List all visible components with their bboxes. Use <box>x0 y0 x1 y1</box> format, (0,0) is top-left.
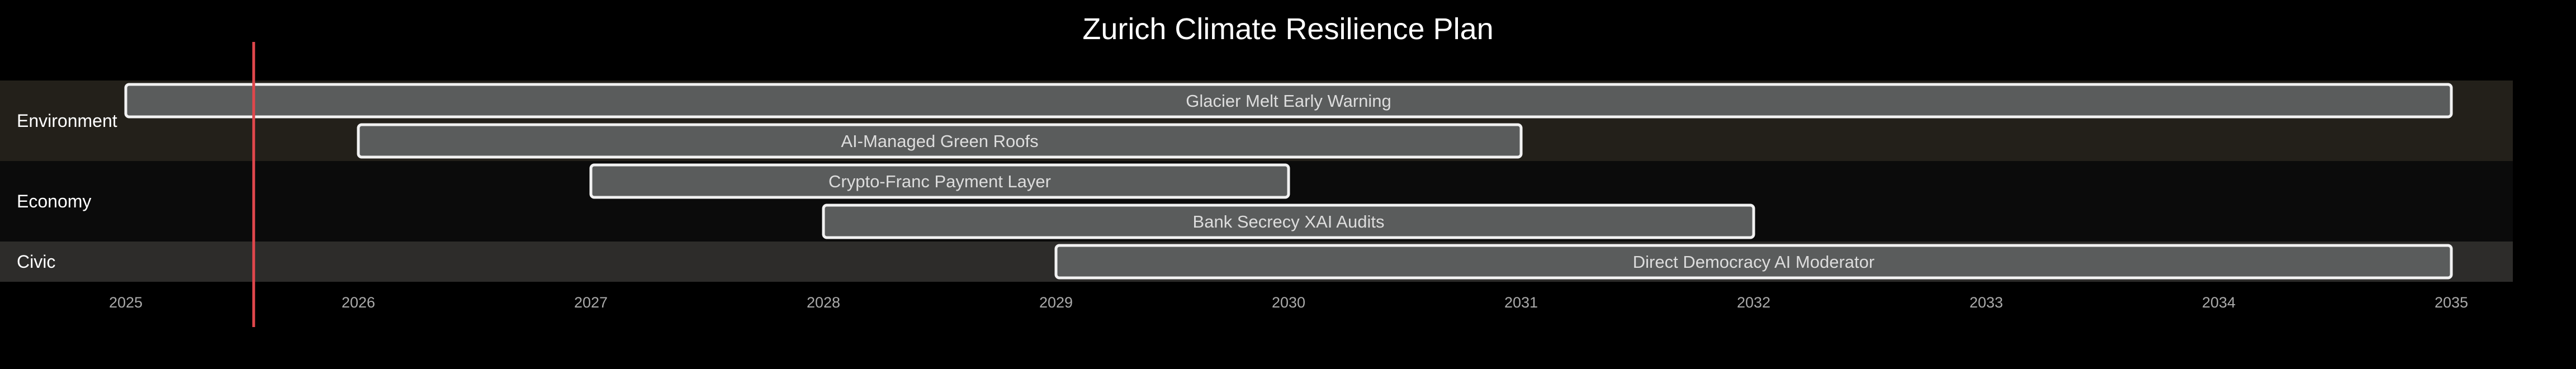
task-bar <box>822 204 1755 239</box>
chart-title: Zurich Climate Resilience Plan <box>1082 12 1493 46</box>
x-tick-label: 2027 <box>574 294 608 311</box>
x-axis-ticks: 2025 2026 2027 2028 2029 2030 2031 2032 2033 2034… <box>109 294 2468 311</box>
task-bar-label: AI-Managed Green Roofs <box>841 131 1038 151</box>
task-bar <box>124 83 2453 119</box>
x-tick-label: 2025 <box>109 294 143 311</box>
task-bar-label: Bank Secrecy XAI Audits <box>1193 212 1385 231</box>
x-tick-label: 2033 <box>1969 294 2003 311</box>
section-label-civic: Civic <box>17 252 55 272</box>
task-bar <box>589 163 1290 199</box>
section-labels: Environment Economy Civic <box>17 111 117 272</box>
x-tick-label: 2032 <box>1737 294 1770 311</box>
x-tick-label: 2030 <box>1272 294 1305 311</box>
x-tick-label: 2034 <box>2202 294 2236 311</box>
section-label-economy: Economy <box>17 191 91 211</box>
task-bars: Glacier Melt Early Warning AI-Managed Gre… <box>124 83 2453 280</box>
task-bar-label: Crypto-Franc Payment Layer <box>828 172 1051 191</box>
task-bar-label: Direct Democracy AI Moderator <box>1633 252 1874 272</box>
x-tick-label: 2031 <box>1504 294 1538 311</box>
x-tick-label: 2028 <box>807 294 840 311</box>
x-tick-label: 2026 <box>342 294 375 311</box>
x-tick-label: 2029 <box>1039 294 1073 311</box>
task-bar <box>357 123 1523 159</box>
task-bar-label: Glacier Melt Early Warning <box>1186 91 1391 111</box>
task-bar <box>1054 244 2453 280</box>
x-tick-label: 2035 <box>2435 294 2468 311</box>
section-label-environment: Environment <box>17 111 117 131</box>
